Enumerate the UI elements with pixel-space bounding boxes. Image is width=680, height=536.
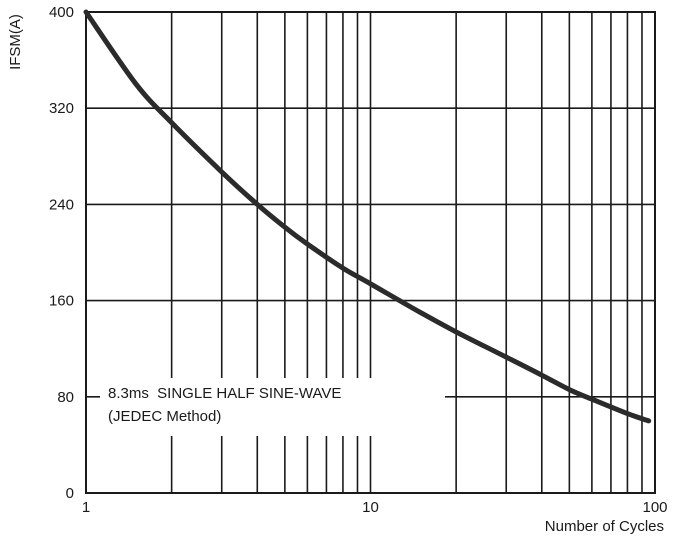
x-tick-label: 10: [362, 499, 379, 516]
y-tick-label: 240: [49, 196, 74, 213]
annotation-line-1: 8.3ms SINGLE HALF SINE-WAVE: [108, 385, 341, 402]
annotation-background: [100, 378, 445, 436]
x-tick-label: 1: [82, 499, 90, 516]
series-layer: [83, 9, 652, 424]
ticks-layer: 0 80 160 240 320 400 1 10 100: [49, 4, 668, 516]
plot-frame: [85, 11, 656, 494]
y-tick-label: 80: [57, 389, 74, 406]
y-tick-label: 0: [66, 485, 74, 502]
x-tick-label: 100: [642, 499, 667, 516]
surge-current-curve: [83, 9, 652, 424]
y-tick-label: 320: [49, 100, 74, 117]
annotation-line-2: (JEDEC Method): [108, 408, 221, 425]
x-axis-label: Number of Cycles: [545, 518, 664, 535]
y-tick-label: 400: [49, 4, 74, 21]
y-axis-label: IFSM(A): [7, 14, 24, 70]
y-tick-label: 160: [49, 293, 74, 310]
frame-layer: [85, 11, 656, 494]
